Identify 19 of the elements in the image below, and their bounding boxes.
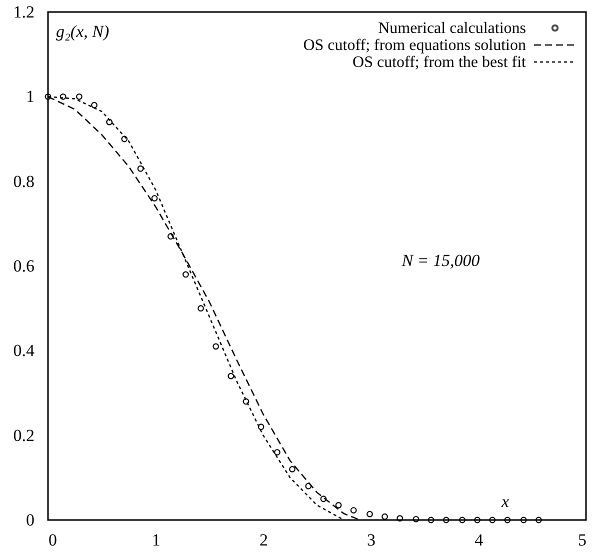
x-tick-label: 5 bbox=[578, 530, 586, 550]
legend-label: Numerical calculations bbox=[378, 20, 526, 37]
y-tick-label: 0.2 bbox=[13, 426, 34, 445]
y-axis-title: g₂(x, N) bbox=[56, 22, 110, 41]
y-tick-label: 0.8 bbox=[13, 172, 34, 191]
y-tick-label: 0.6 bbox=[13, 256, 34, 276]
y-tick-label: 0.4 bbox=[13, 341, 35, 360]
x-tick-label: 2 bbox=[259, 530, 268, 550]
x-tick-label: 1 bbox=[152, 530, 160, 550]
x-tick-label: 4 bbox=[474, 530, 484, 550]
x-tick-label: 3 bbox=[367, 530, 376, 550]
y-tick-label: 1 bbox=[26, 87, 34, 106]
x-axis-title: x bbox=[500, 492, 510, 511]
legend-label: OS cutoff; from equations solution bbox=[303, 37, 526, 54]
annotation: N = 15,000 bbox=[400, 250, 480, 270]
legend-label: OS cutoff; from the best fit bbox=[352, 54, 527, 71]
y-tick-label: 1.2 bbox=[13, 2, 34, 22]
x-tick-label: 0 bbox=[48, 530, 57, 550]
y-tick-label: 0 bbox=[26, 510, 34, 530]
